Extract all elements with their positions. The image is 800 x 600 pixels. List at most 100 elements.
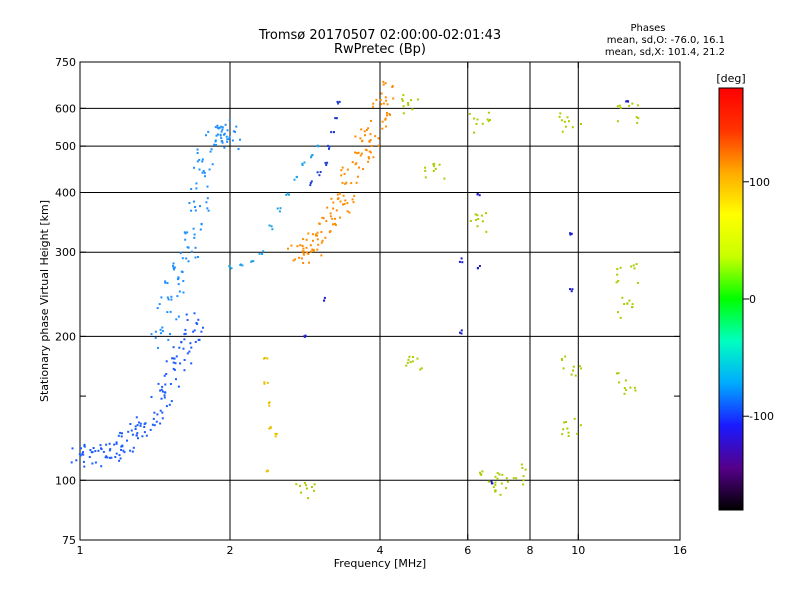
data-point bbox=[308, 261, 310, 264]
data-point bbox=[169, 383, 172, 385]
data-point bbox=[631, 102, 634, 105]
data-point bbox=[190, 209, 193, 212]
data-point bbox=[226, 138, 229, 141]
colorbar-label: [deg] bbox=[716, 72, 745, 85]
data-point bbox=[336, 100, 339, 103]
data-point bbox=[110, 456, 113, 459]
data-point bbox=[323, 299, 326, 302]
data-point bbox=[332, 223, 334, 226]
data-point bbox=[214, 140, 217, 143]
data-point bbox=[619, 266, 622, 269]
data-point bbox=[346, 210, 349, 213]
data-point bbox=[496, 477, 499, 480]
data-point bbox=[276, 207, 279, 210]
data-point bbox=[316, 238, 319, 241]
data-point bbox=[369, 139, 372, 142]
data-point bbox=[337, 102, 340, 105]
data-point bbox=[475, 218, 477, 221]
data-point bbox=[370, 144, 373, 147]
data-point bbox=[301, 244, 304, 247]
data-point bbox=[183, 369, 186, 372]
data-point bbox=[432, 163, 435, 166]
data-point bbox=[156, 413, 159, 416]
data-point bbox=[364, 148, 367, 151]
data-point bbox=[220, 125, 223, 128]
data-point bbox=[565, 421, 567, 423]
data-point bbox=[382, 102, 385, 105]
data-point bbox=[274, 435, 277, 438]
data-point bbox=[359, 137, 362, 140]
data-point bbox=[309, 182, 312, 184]
data-point bbox=[568, 120, 570, 123]
x-axis-label: Frequency [MHz] bbox=[334, 557, 426, 570]
data-point bbox=[83, 443, 86, 446]
data-point bbox=[300, 257, 303, 260]
data-point bbox=[169, 333, 171, 335]
data-point bbox=[358, 166, 360, 169]
data-point bbox=[129, 449, 132, 452]
data-point bbox=[377, 137, 380, 140]
data-point bbox=[192, 227, 195, 230]
data-point bbox=[172, 357, 175, 360]
data-point bbox=[185, 313, 188, 316]
colorbar-tick-label: -100 bbox=[749, 410, 774, 423]
data-point bbox=[443, 177, 446, 180]
data-point bbox=[178, 290, 181, 293]
data-point bbox=[199, 205, 201, 208]
data-point bbox=[252, 260, 255, 263]
data-point bbox=[201, 158, 204, 161]
data-point bbox=[262, 250, 265, 253]
data-point bbox=[164, 383, 167, 386]
data-point bbox=[324, 161, 327, 164]
data-point bbox=[83, 465, 86, 468]
data-point bbox=[372, 105, 374, 108]
data-point bbox=[184, 332, 187, 335]
data-point bbox=[141, 435, 144, 438]
data-point bbox=[476, 118, 479, 121]
data-point bbox=[368, 150, 371, 153]
data-point bbox=[392, 97, 395, 100]
data-point bbox=[381, 120, 384, 123]
data-point bbox=[560, 119, 563, 122]
data-point bbox=[228, 136, 231, 139]
data-point bbox=[460, 329, 463, 332]
data-point bbox=[241, 264, 244, 267]
data-point bbox=[340, 169, 343, 172]
data-point bbox=[364, 134, 366, 137]
data-point bbox=[188, 350, 191, 353]
data-point bbox=[143, 431, 146, 434]
data-point bbox=[348, 211, 351, 214]
data-point bbox=[303, 161, 306, 164]
data-point bbox=[468, 112, 471, 115]
data-point bbox=[268, 224, 271, 227]
data-point bbox=[134, 428, 137, 430]
data-point bbox=[310, 180, 313, 183]
data-point bbox=[381, 127, 384, 130]
data-point bbox=[419, 368, 422, 371]
data-point bbox=[573, 417, 576, 420]
data-point bbox=[623, 387, 626, 389]
data-point bbox=[311, 154, 314, 156]
data-point bbox=[569, 233, 572, 236]
data-point bbox=[163, 394, 166, 397]
data-point bbox=[432, 170, 435, 172]
data-point bbox=[335, 209, 338, 212]
data-point bbox=[155, 420, 158, 423]
data-point bbox=[196, 160, 199, 163]
data-point bbox=[359, 154, 362, 157]
data-point bbox=[228, 265, 231, 267]
data-point bbox=[481, 220, 484, 223]
data-point bbox=[633, 267, 636, 270]
data-point bbox=[172, 264, 174, 267]
data-point bbox=[566, 116, 569, 119]
data-point bbox=[476, 267, 479, 270]
data-point bbox=[288, 193, 290, 196]
data-point bbox=[231, 139, 234, 142]
data-point bbox=[199, 228, 202, 231]
data-point bbox=[570, 373, 573, 376]
data-point bbox=[177, 385, 180, 388]
data-point bbox=[91, 462, 94, 465]
data-point bbox=[193, 329, 196, 332]
data-point bbox=[173, 268, 175, 271]
data-point bbox=[200, 223, 203, 226]
